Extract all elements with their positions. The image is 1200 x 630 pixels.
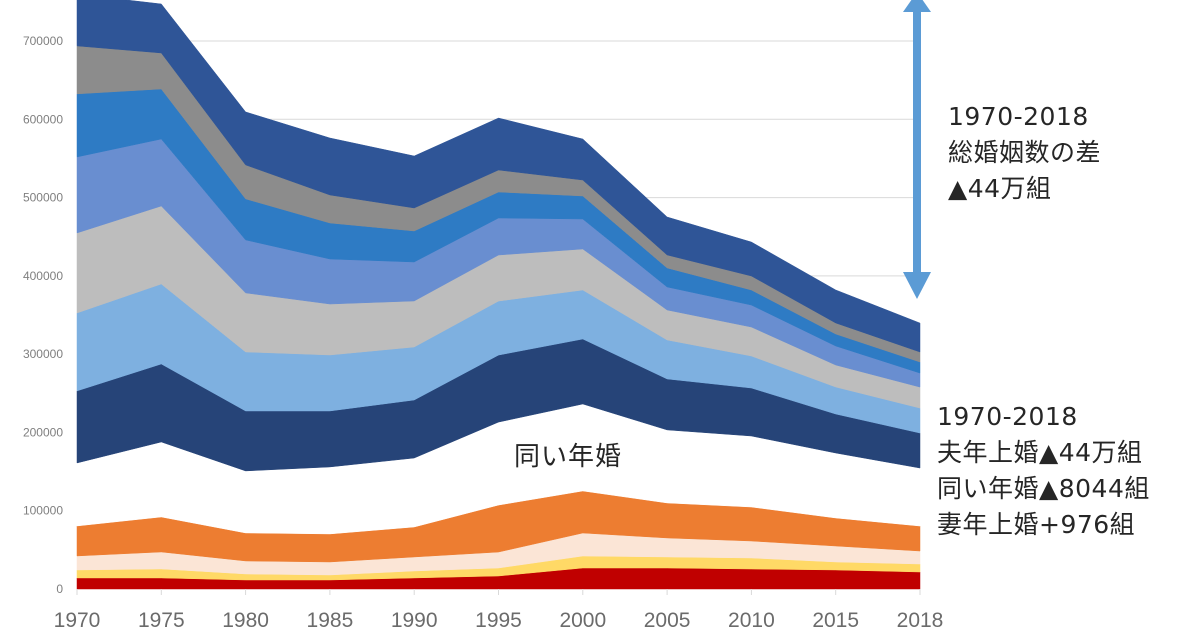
x-tick-label: 1970 [54, 609, 101, 630]
y-tick-label: 0 [56, 582, 63, 596]
breakdown-annotation: 1970-2018 夫年上婚▲44万組 同い年婚▲8044組 妻年上婚+976組 [937, 399, 1150, 543]
y-tick-label: 500000 [23, 191, 63, 205]
x-tick-label: 2000 [559, 609, 606, 630]
y-tick-label: 100000 [23, 504, 63, 518]
y-tick-label: 700000 [23, 34, 63, 48]
y-tick-label: 300000 [23, 347, 63, 361]
annotation-line: 1970-2018 [948, 102, 1089, 131]
arrow-head-down [903, 272, 931, 299]
x-tick-label: 1975 [138, 609, 185, 630]
x-tick-label: 2005 [644, 609, 691, 630]
y-tick-label: 600000 [23, 112, 63, 126]
annotation-line: 夫年上婚▲44万組 [937, 438, 1143, 467]
y-tick-label: 400000 [23, 269, 63, 283]
x-tick-label: 1990 [391, 609, 438, 630]
total-difference-annotation: 1970-2018 総婚姻数の差 ▲44万組 [948, 99, 1101, 207]
area-series [76, 0, 921, 590]
x-tick-label: 1985 [307, 609, 354, 630]
annotation-line: 妻年上婚+976組 [937, 510, 1136, 539]
area-band-7 [76, 0, 921, 353]
x-tick-label: 2015 [812, 609, 859, 630]
annotation-line: ▲44万組 [948, 174, 1052, 203]
y-axis: 0 100000 200000 300000 400000 500000 600000 700… [23, 34, 63, 596]
x-tick-label: 1995 [475, 609, 522, 630]
arrow-shaft [913, 0, 921, 276]
x-tick-label: 2010 [728, 609, 775, 630]
x-tick-label: 2018 [897, 609, 944, 630]
x-tick-label: 1980 [222, 609, 269, 630]
annotation-line: 総婚姻数の差 [948, 138, 1102, 167]
arrow-head-up [903, 0, 931, 12]
difference-arrow [903, 0, 931, 299]
same-age-marriage-label: 同い年婚 [514, 442, 623, 472]
x-axis: 1970 1975 1980 1985 1990 1995 2000 2005 2010 2015… [54, 589, 944, 630]
annotation-line: 同い年婚▲8044組 [937, 474, 1150, 503]
y-tick-label: 200000 [23, 425, 63, 439]
annotation-line: 1970-2018 [937, 402, 1078, 431]
